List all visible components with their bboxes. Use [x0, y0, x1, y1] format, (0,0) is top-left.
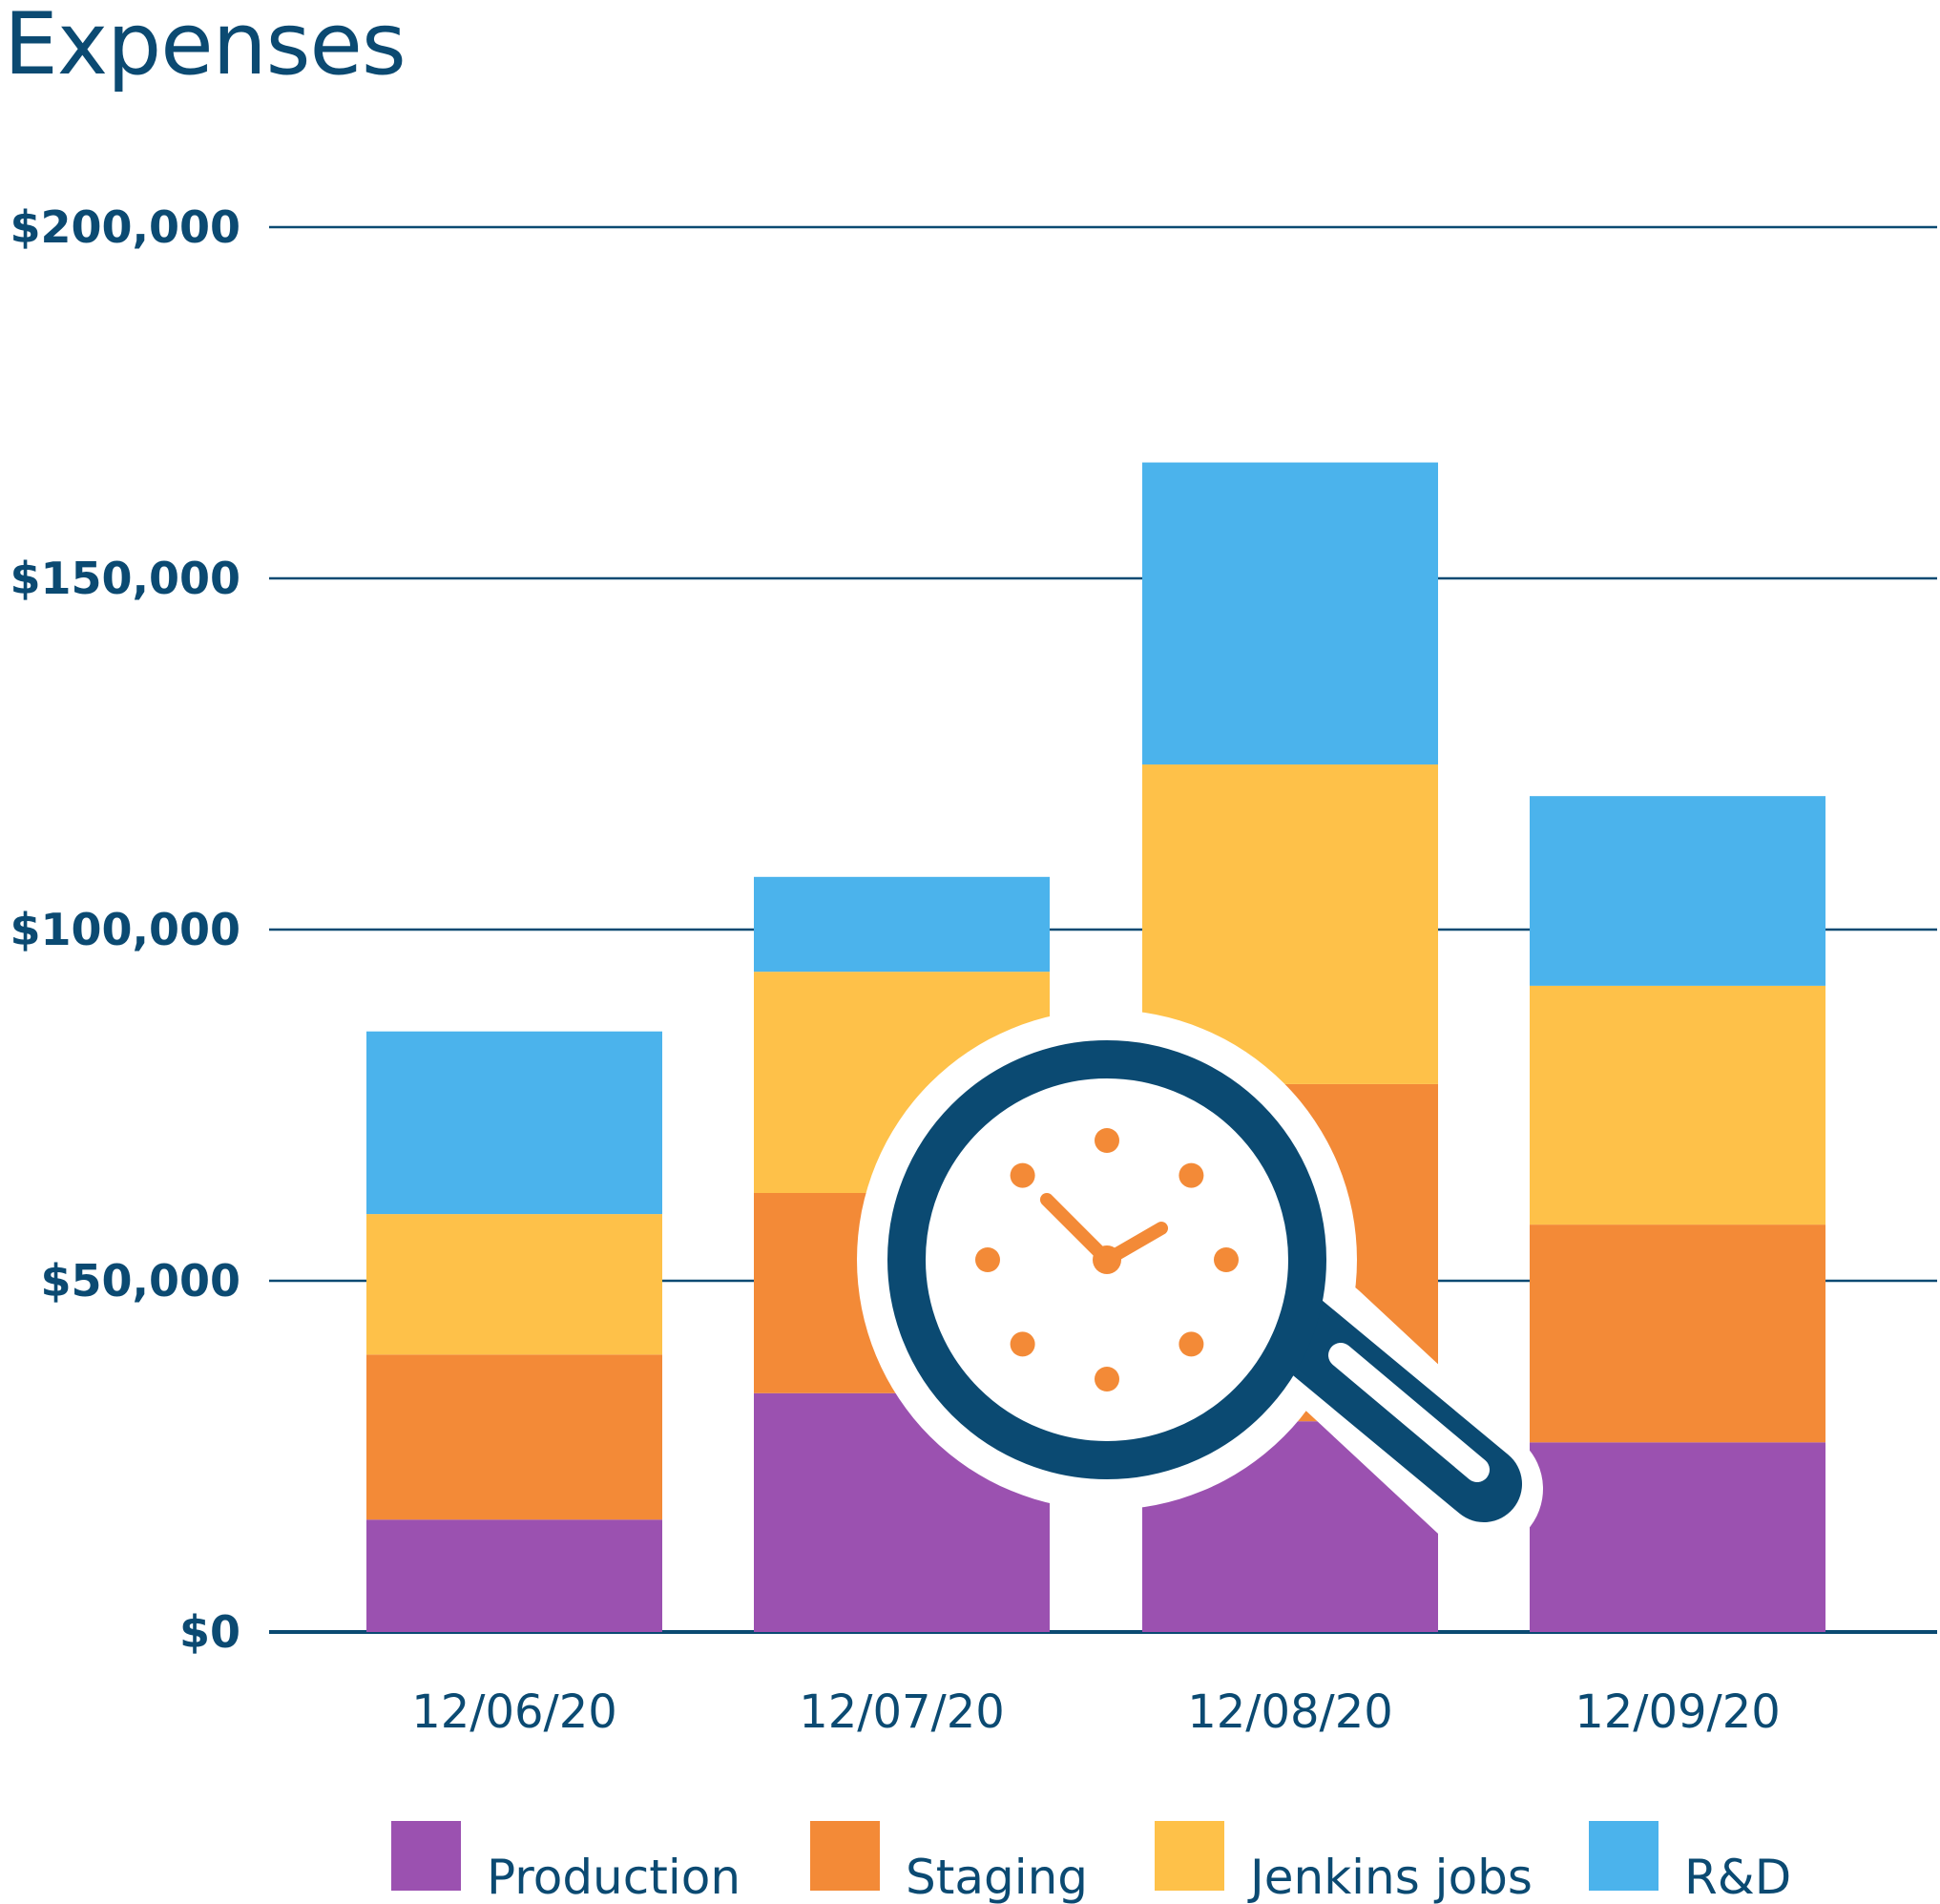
- y-tick-label: $0: [179, 1606, 240, 1658]
- legend-swatch: [391, 1821, 461, 1891]
- legend-swatch: [1155, 1821, 1224, 1891]
- x-tick-label: 12/06/20: [411, 1685, 617, 1739]
- bar-segment: [1142, 462, 1438, 765]
- bar-segment: [366, 1214, 662, 1355]
- bar-segment: [366, 1519, 662, 1632]
- y-tick-label: $150,000: [10, 553, 240, 604]
- x-tick-label: 12/09/20: [1575, 1685, 1781, 1739]
- bar-segment: [366, 1354, 662, 1520]
- legend: Production Staging Jenkins jobs R&D: [391, 1821, 1791, 1904]
- magnifier-clock-icon: [857, 1010, 1543, 1551]
- legend-label: Staging: [906, 1850, 1088, 1904]
- legend-label: Production: [487, 1850, 741, 1904]
- bar-segment: [754, 876, 1050, 973]
- chart-title: Expenses: [4, 0, 407, 94]
- x-tick-label: 12/08/20: [1187, 1685, 1393, 1739]
- x-tick-label: 12/07/20: [799, 1685, 1005, 1739]
- bar-segment: [1530, 1224, 1825, 1443]
- bar-segment: [366, 1031, 662, 1215]
- y-tick-label: $50,000: [40, 1255, 240, 1307]
- legend-label: Jenkins jobs: [1247, 1850, 1533, 1904]
- bar-segment: [1530, 1442, 1825, 1632]
- legend-label: R&D: [1684, 1850, 1791, 1904]
- legend-swatch: [810, 1821, 880, 1891]
- y-tick-label: $100,000: [10, 904, 240, 955]
- y-tick-label: $200,000: [10, 201, 240, 253]
- x-axis-ticks: 12/06/20 12/07/20 12/08/20 12/09/20: [411, 1685, 1781, 1739]
- bar-segment: [1530, 796, 1825, 986]
- legend-swatch: [1589, 1821, 1658, 1891]
- bar-segment: [1530, 985, 1825, 1225]
- y-axis-ticks: $0 $50,000 $100,000 $150,000 $200,000: [10, 201, 240, 1658]
